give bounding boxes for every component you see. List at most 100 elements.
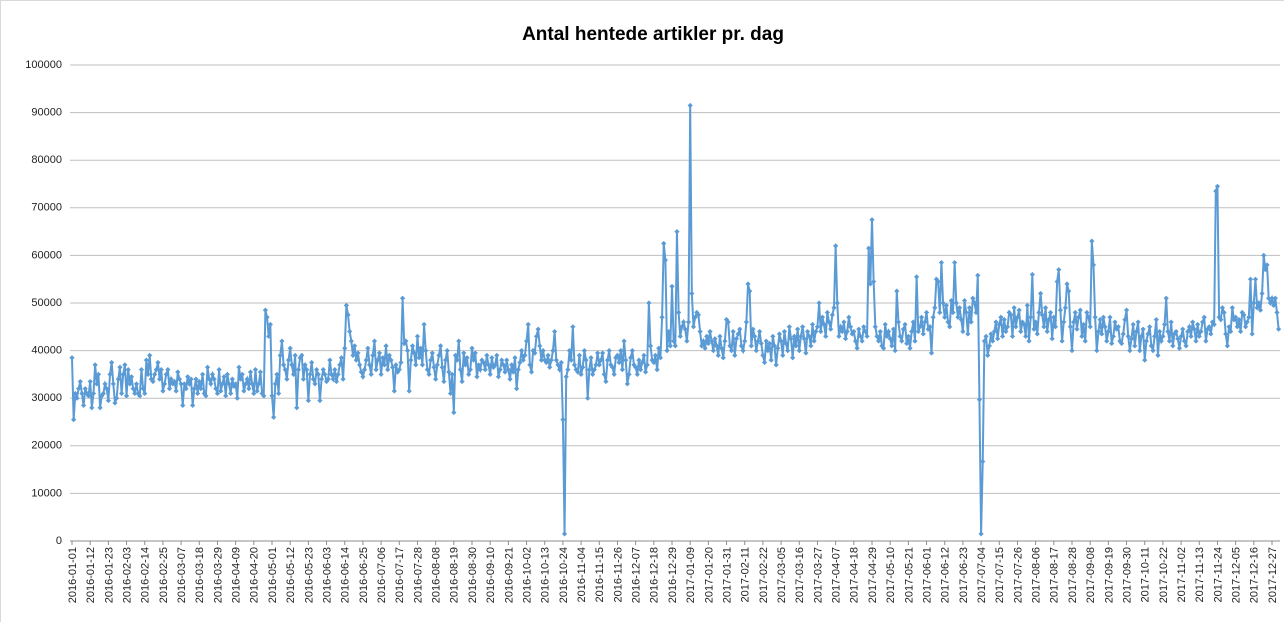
marker — [877, 328, 883, 335]
marker — [411, 350, 417, 356]
marker — [899, 338, 905, 344]
marker — [365, 345, 371, 351]
marker — [398, 359, 404, 366]
marker — [140, 386, 146, 392]
marker — [290, 371, 297, 377]
marker — [295, 367, 302, 373]
marker — [244, 376, 250, 382]
marker — [80, 402, 87, 408]
marker — [958, 317, 964, 323]
x-tick-label: 2017-01-31 — [721, 547, 733, 603]
marker — [1254, 305, 1260, 311]
marker — [82, 386, 88, 392]
marker — [996, 321, 1002, 328]
marker — [525, 321, 531, 328]
marker — [1079, 333, 1085, 339]
marker — [1102, 324, 1108, 330]
marker — [548, 357, 554, 363]
marker — [520, 357, 526, 363]
marker — [1094, 348, 1100, 354]
marker — [1033, 319, 1039, 325]
marker — [631, 362, 637, 368]
x-tick-label: 2016-09-10 — [485, 547, 497, 603]
x-tick-label: 2016-06-03 — [321, 547, 333, 603]
marker — [307, 371, 313, 377]
x-tick-label: 2017-12-27 — [1267, 547, 1279, 603]
marker — [388, 357, 394, 363]
marker — [1037, 290, 1044, 297]
marker — [826, 319, 832, 325]
marker — [104, 386, 110, 392]
marker — [813, 328, 819, 335]
marker — [416, 355, 422, 361]
marker — [128, 374, 135, 380]
marker — [188, 376, 194, 382]
marker — [1191, 326, 1197, 332]
marker — [950, 309, 956, 316]
marker — [314, 367, 320, 373]
marker — [239, 371, 245, 377]
marker — [413, 362, 419, 368]
x-tick-label: 2016-10-02 — [521, 547, 533, 603]
marker — [647, 343, 654, 349]
marker — [776, 331, 783, 337]
marker — [819, 314, 826, 320]
marker — [781, 328, 787, 335]
x-tick-label: 2016-05-01 — [267, 547, 279, 603]
marker — [114, 395, 120, 401]
marker — [730, 328, 736, 335]
marker — [484, 352, 490, 358]
x-tick-label: 2017-09-30 — [1121, 547, 1133, 603]
marker — [1216, 314, 1222, 320]
marker — [1168, 319, 1174, 325]
marker — [733, 336, 740, 342]
marker — [512, 355, 518, 361]
marker — [193, 376, 199, 382]
marker — [866, 245, 872, 251]
x-tick-label: 2016-09-21 — [503, 547, 515, 603]
marker — [195, 390, 201, 397]
marker — [699, 343, 705, 349]
marker — [495, 374, 502, 380]
marker — [761, 359, 768, 366]
marker — [1074, 326, 1080, 332]
marker — [560, 417, 566, 423]
marker — [76, 386, 82, 392]
marker — [1266, 295, 1272, 301]
y-tick-label: 80000 — [31, 154, 62, 166]
marker — [237, 376, 244, 382]
marker — [814, 324, 821, 330]
marker — [143, 357, 149, 363]
marker — [515, 367, 521, 373]
marker — [961, 298, 968, 304]
marker — [644, 362, 650, 368]
marker — [1211, 321, 1217, 328]
marker — [786, 324, 792, 330]
marker — [386, 352, 392, 358]
marker — [1082, 338, 1088, 344]
marker — [218, 388, 224, 394]
x-tick-label: 2017-11-02 — [1176, 547, 1188, 602]
marker — [842, 336, 849, 342]
x-tick-label: 2016-05-12 — [285, 547, 297, 603]
marker — [287, 345, 293, 351]
marker — [1221, 309, 1227, 316]
marker — [552, 328, 558, 335]
marker — [214, 390, 221, 397]
marker — [246, 386, 252, 392]
marker — [907, 345, 913, 351]
marker — [540, 348, 546, 354]
marker — [1175, 336, 1181, 342]
marker — [816, 300, 822, 306]
marker — [735, 331, 741, 337]
x-tick-label: 2017-10-22 — [1158, 547, 1170, 603]
marker — [262, 307, 268, 313]
marker — [347, 328, 353, 335]
marker — [289, 362, 295, 368]
y-tick-label: 50000 — [31, 297, 62, 309]
marker — [352, 343, 358, 349]
marker — [791, 333, 797, 339]
x-tick-label: 2016-03-18 — [194, 547, 206, 603]
x-tick-label: 2016-11-04 — [576, 547, 588, 602]
